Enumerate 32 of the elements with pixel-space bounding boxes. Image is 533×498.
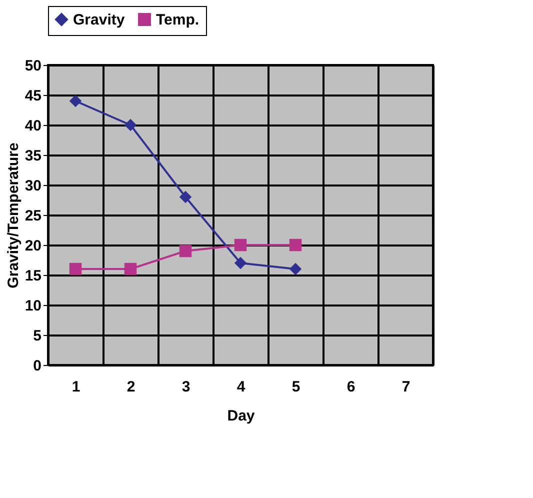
y-axis-title: Gravity/Temperature: [4, 142, 22, 288]
x-tick-label: 6: [346, 378, 356, 396]
legend-label: Temp.: [156, 12, 200, 29]
y-tick-label: 50: [24, 58, 42, 74]
x-tick-label: 2: [126, 378, 136, 396]
y-tick-label: 35: [24, 148, 42, 164]
y-tick-label: 40: [24, 118, 42, 134]
point: [289, 238, 302, 252]
x-tick-label: 7: [402, 378, 410, 396]
point: [179, 190, 192, 204]
y-tick-label: 45: [24, 88, 42, 104]
point: [234, 238, 247, 252]
y-tick-label: 10: [24, 298, 42, 314]
point: [179, 244, 192, 258]
x-axis-title: Day: [227, 408, 256, 424]
point: [234, 256, 247, 270]
x-tick-label: 3: [182, 378, 190, 396]
x-tick-label: 5: [292, 378, 300, 396]
point: [69, 262, 82, 276]
y-tick-label: 20: [24, 238, 42, 254]
x-tick-label: 4: [236, 378, 246, 396]
point: [69, 94, 82, 108]
y-tick-label: 25: [24, 208, 42, 224]
legend-label: Gravity: [73, 12, 126, 29]
y-tick-label: 15: [24, 268, 42, 284]
point: [289, 262, 302, 276]
x-tick-label: 1: [72, 378, 80, 396]
point: [124, 262, 137, 276]
point: [124, 118, 137, 132]
y-tick-label: 0: [33, 358, 42, 374]
y-tick-label: 30: [24, 178, 42, 194]
y-tick-label: 5: [33, 328, 42, 344]
